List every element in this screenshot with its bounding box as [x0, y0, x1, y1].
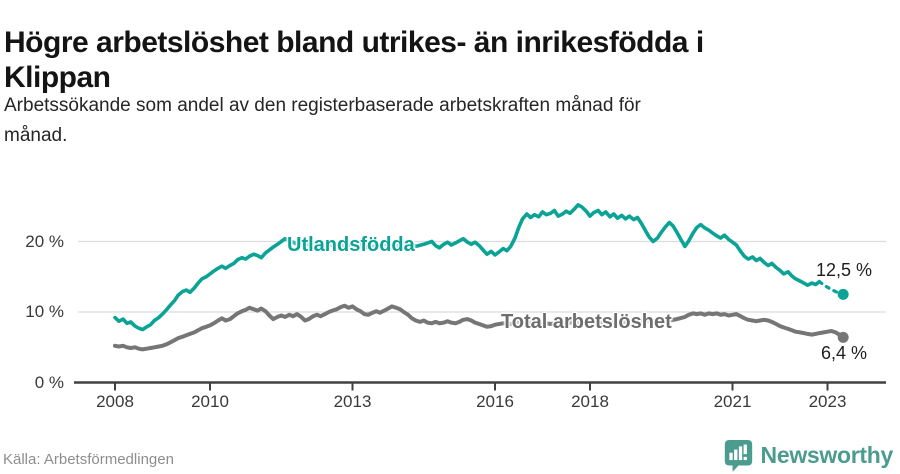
- brand-name: Newsworthy: [760, 442, 894, 468]
- x-tick-label: 2013: [333, 392, 372, 411]
- series-line-utlandsfodda: [113, 203, 822, 332]
- y-tick-label: 0 %: [34, 372, 64, 392]
- series-label-utlandsfodda: Utlandsfödda: [287, 234, 415, 256]
- series-end-dot: [837, 288, 849, 300]
- end-value-label-total: 6,4 %: [821, 343, 868, 363]
- series-end-dot: [837, 331, 849, 343]
- series-line-total: [113, 303, 846, 352]
- x-tick-label: 2016: [476, 392, 514, 411]
- source-attribution: Källa: Arbetsförmedlingen: [3, 451, 174, 468]
- title-line-2: Klippan: [4, 61, 111, 95]
- series-label-total-arbetsloshet: Total arbetslöshet: [501, 311, 672, 333]
- title-line-1: Högre arbetslöshet bland utrikes- än inr…: [4, 26, 704, 60]
- x-tick-label: 2018: [571, 392, 609, 411]
- page-title: Högre arbetslöshet bland utrikes- än inr…: [4, 25, 890, 95]
- x-tick-label: 2021: [713, 392, 752, 411]
- end-value-label-utlandsfodda: 12,5 %: [816, 260, 873, 280]
- newsworthy-bar-chart-bubble-icon: [724, 440, 752, 472]
- subtitle-line-1: Arbetssökande som andel av den registerb…: [4, 95, 641, 116]
- y-tick-label: 20 %: [25, 231, 64, 251]
- chart-subtitle: Arbetssökande som andel av den registerb…: [4, 91, 864, 151]
- x-tick-label: 2023: [808, 392, 847, 411]
- y-tick-label: 10 %: [25, 302, 64, 321]
- newsworthy-logo: Newsworthy: [723, 438, 893, 473]
- subtitle-line-2: månad.: [4, 125, 68, 146]
- x-tick-label: 2010: [191, 392, 229, 411]
- x-tick-label: 2008: [96, 392, 134, 411]
